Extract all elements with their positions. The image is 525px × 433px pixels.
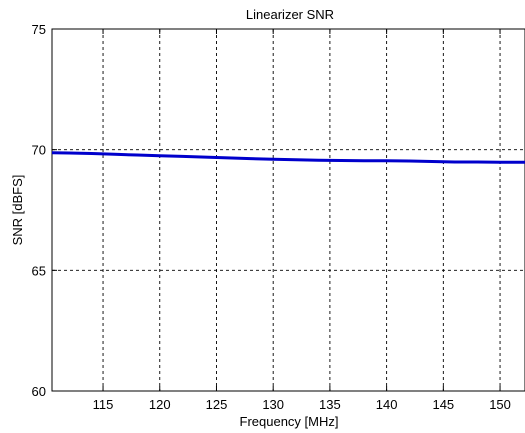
plot-area	[51, 28, 525, 392]
x-tick-label: 145	[432, 397, 454, 412]
y-axis-label: SNR [dBFS]	[10, 175, 25, 246]
x-axis-label: Frequency [MHz]	[240, 414, 339, 429]
y-tick-label: 65	[32, 263, 46, 278]
y-tick-label: 60	[32, 384, 46, 399]
x-tick-label: 135	[319, 397, 341, 412]
x-tick-label: 115	[93, 397, 114, 412]
x-grid	[102, 29, 501, 391]
x-ticks: 115 120 125 130 135 140 145 150	[93, 29, 511, 412]
snr-series-line	[51, 151, 525, 164]
x-tick-label: 140	[376, 397, 398, 412]
chart-title: Linearizer SNR	[246, 7, 334, 22]
y-tick-label: 75	[32, 22, 46, 37]
x-tick-label: 120	[149, 397, 171, 412]
series-layer	[51, 151, 525, 164]
x-tick-label: 130	[262, 397, 284, 412]
x-tick-label: 125	[206, 397, 228, 412]
y-ticks: 60 65 70 75	[32, 22, 57, 399]
y-grid	[52, 149, 525, 271]
x-tick-label: 150	[489, 397, 511, 412]
y-tick-label: 70	[32, 143, 46, 158]
